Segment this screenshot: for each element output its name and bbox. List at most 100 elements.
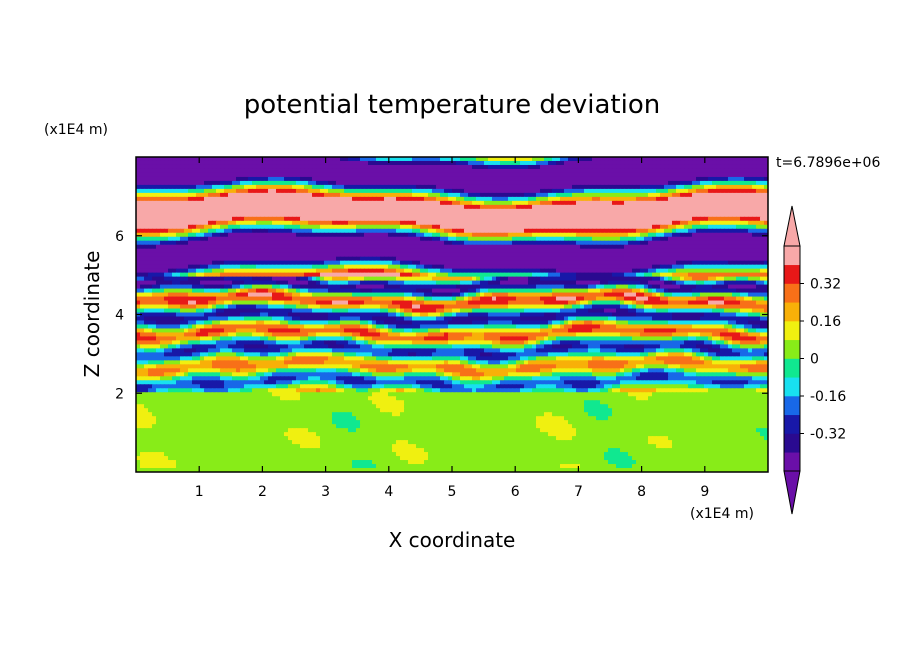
contour-cell (220, 164, 225, 170)
contour-cell (252, 276, 257, 282)
contour-cell (384, 212, 389, 218)
contour-cell (640, 264, 645, 270)
contour-cell (324, 244, 329, 250)
contour-cell (140, 256, 145, 262)
contour-cell (676, 248, 681, 254)
contour-cell (496, 272, 501, 278)
contour-cell (520, 176, 525, 182)
contour-cell (372, 260, 377, 266)
contour-cell (144, 256, 149, 262)
contour-cell (500, 176, 505, 182)
contour-cell (136, 236, 141, 242)
contour-cell (248, 164, 253, 170)
contour-cell (364, 228, 369, 234)
contour-cell (384, 232, 389, 238)
contour-cell (168, 244, 173, 250)
contour-cell (220, 160, 225, 166)
contour-cell (480, 157, 485, 162)
contour-cell (500, 196, 505, 202)
contour-cell (152, 228, 157, 234)
contour-cell (536, 220, 541, 226)
contour-cell (268, 188, 273, 194)
contour-cell (696, 216, 701, 222)
contour-cell (392, 280, 397, 286)
contour-cell (652, 224, 657, 230)
contour-cell (472, 184, 477, 190)
contour-cell (216, 188, 221, 194)
contour-cell (604, 268, 609, 274)
contour-cell (360, 248, 365, 254)
contour-cell (504, 196, 509, 202)
contour-cell (328, 224, 333, 230)
contour-cell (416, 272, 421, 278)
contour-cell (156, 268, 161, 274)
contour-cell (208, 184, 213, 190)
contour-cell (652, 192, 657, 198)
contour-cell (432, 252, 437, 258)
contour-cell (244, 260, 249, 266)
contour-cell (420, 192, 425, 198)
contour-cell (648, 196, 653, 202)
contour-cell (704, 232, 709, 238)
contour-cell (436, 160, 441, 166)
contour-cell (444, 180, 449, 186)
contour-cell (752, 208, 757, 214)
contour-cell (380, 176, 385, 182)
contour-cell (416, 212, 421, 218)
contour-cell (176, 272, 181, 278)
contour-cell (260, 252, 265, 258)
contour-cell (300, 260, 305, 266)
contour-cell (532, 212, 537, 218)
contour-cell (248, 196, 253, 202)
contour-cell (444, 176, 449, 182)
contour-cell (732, 232, 737, 238)
contour-cell (472, 260, 477, 266)
contour-cell (540, 176, 545, 182)
contour-cell (504, 240, 509, 246)
contour-cell (640, 256, 645, 262)
contour-cell (284, 256, 289, 262)
contour-cell (648, 188, 653, 194)
contour-cell (600, 172, 605, 178)
contour-cell (476, 176, 481, 182)
contour-cell (544, 212, 549, 218)
contour-cell (516, 228, 521, 234)
contour-cell (268, 168, 273, 174)
contour-cell (752, 268, 757, 274)
contour-cell (372, 280, 377, 286)
contour-cell (328, 164, 333, 170)
contour-cell (548, 216, 553, 222)
contour-cell (216, 176, 221, 182)
contour-cell (384, 260, 389, 266)
contour-cell (684, 264, 689, 270)
contour-cell (208, 272, 213, 278)
contour-cell (220, 256, 225, 262)
contour-cell (196, 276, 201, 282)
contour-cell (476, 164, 481, 170)
contour-cell (564, 248, 569, 254)
contour-cell (716, 168, 721, 174)
contour-cell (668, 192, 673, 198)
contour-cell (484, 212, 489, 218)
contour-cell (184, 248, 189, 254)
contour-cell (184, 240, 189, 246)
contour-cell (700, 272, 705, 278)
contour-cell (352, 260, 357, 266)
contour-cell (216, 204, 221, 210)
contour-cell (624, 236, 629, 242)
contour-cell (388, 176, 393, 182)
contour-cell (256, 192, 261, 198)
contour-cell (304, 228, 309, 234)
contour-cell (324, 160, 329, 166)
contour-cell (204, 248, 209, 254)
contour-cell (256, 172, 261, 178)
contour-cell (312, 184, 317, 190)
contour-cell (528, 180, 533, 186)
contour-cell (464, 248, 469, 254)
time-label: t=6.7896e+06 (776, 155, 880, 171)
contour-cell (276, 176, 281, 182)
contour-cell (524, 196, 529, 202)
contour-cell (292, 188, 297, 194)
contour-cell (528, 252, 533, 258)
contour-cell (156, 280, 161, 286)
